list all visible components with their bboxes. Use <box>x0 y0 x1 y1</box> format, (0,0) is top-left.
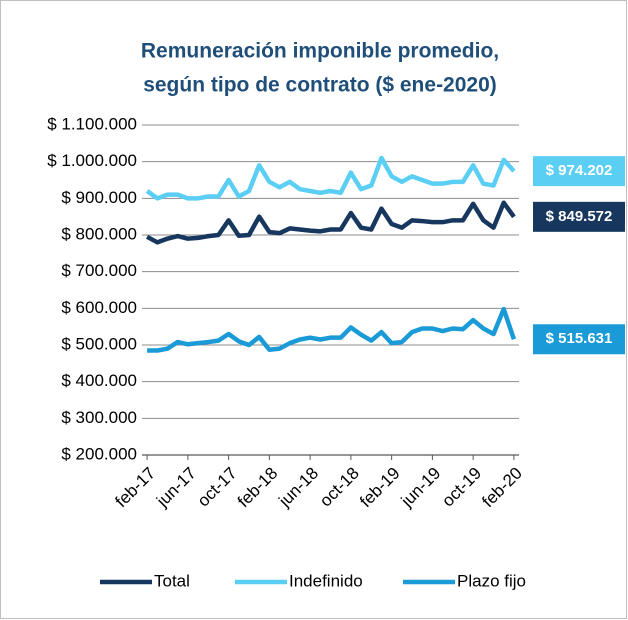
y-tick-label: $ 900.000 <box>61 188 137 207</box>
y-tick-label: $ 500.000 <box>61 334 137 353</box>
end-label-box <box>533 201 625 232</box>
y-tick-label: $ 1.000.000 <box>47 151 137 170</box>
end-label: $ 515.631 <box>546 330 613 347</box>
y-tick-label: $ 1.100.000 <box>47 114 137 133</box>
series-line <box>147 306 517 353</box>
y-tick-label: $ 600.000 <box>61 298 137 317</box>
chart-title: según tipo de contrato ($ ene-2020) <box>143 74 497 97</box>
y-tick-label: $ 400.000 <box>61 371 137 390</box>
end-label: $ 974.202 <box>546 162 613 179</box>
y-tick-label: $ 300.000 <box>61 408 137 427</box>
end-label-box <box>533 324 625 355</box>
y-tick-label: $ 800.000 <box>61 224 137 243</box>
end-label: $ 849.572 <box>546 208 613 225</box>
y-tick-label: $ 200.000 <box>61 444 137 463</box>
legend-label: Total <box>154 571 190 590</box>
chart-title: Remuneración imponible promedio, <box>141 40 499 63</box>
series-line <box>145 155 516 201</box>
y-tick-label: $ 700.000 <box>61 261 137 280</box>
legend-label: Plazo fijo <box>457 571 526 590</box>
end-label-box <box>533 156 625 187</box>
legend-label: Indefinido <box>289 571 363 590</box>
series-line <box>146 200 516 245</box>
